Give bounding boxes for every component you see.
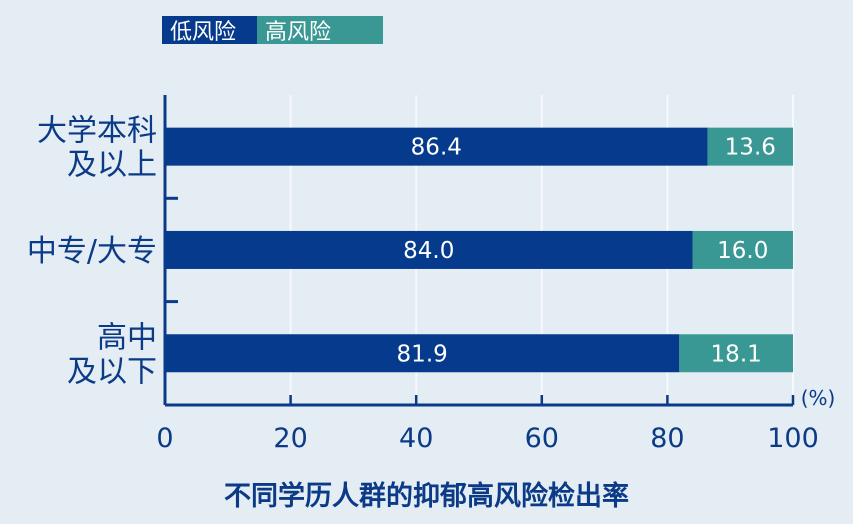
category-label: 及以上 — [67, 148, 157, 183]
x-tick-label: 40 — [399, 423, 433, 454]
x-axis-unit: (%) — [801, 386, 836, 410]
x-tick-label: 80 — [650, 423, 684, 454]
bar-low-risk — [165, 230, 693, 269]
data-label: 13.6 — [725, 135, 776, 161]
chart-title: 不同学历人群的抑郁高风险检出率 — [224, 481, 629, 512]
data-label: 84.0 — [403, 238, 454, 264]
category-label: 高中 — [97, 320, 157, 355]
category-label: 及以下 — [67, 354, 157, 389]
bar-low-risk — [165, 334, 680, 373]
bar-high-risk — [692, 230, 793, 269]
data-label: 16.0 — [717, 238, 768, 264]
category-label: 大学本科 — [37, 114, 157, 149]
bar-high-risk — [679, 334, 793, 373]
x-tick-label: 20 — [273, 423, 307, 454]
legend-item-high-risk: 高风险 — [257, 16, 383, 45]
x-tick-label: 60 — [525, 423, 559, 454]
category-label: 中专/大专 — [27, 234, 157, 269]
legend-item-low-risk: 低风险 — [162, 16, 257, 45]
data-label: 86.4 — [411, 135, 462, 161]
x-tick-label: 100 — [767, 423, 819, 454]
data-label: 18.1 — [711, 341, 762, 367]
legend: 低风险 高风险 — [162, 16, 383, 45]
bar-low-risk — [165, 127, 708, 166]
bar-high-risk — [707, 127, 793, 166]
data-label: 81.9 — [397, 341, 448, 367]
x-tick-label: 0 — [156, 423, 173, 454]
